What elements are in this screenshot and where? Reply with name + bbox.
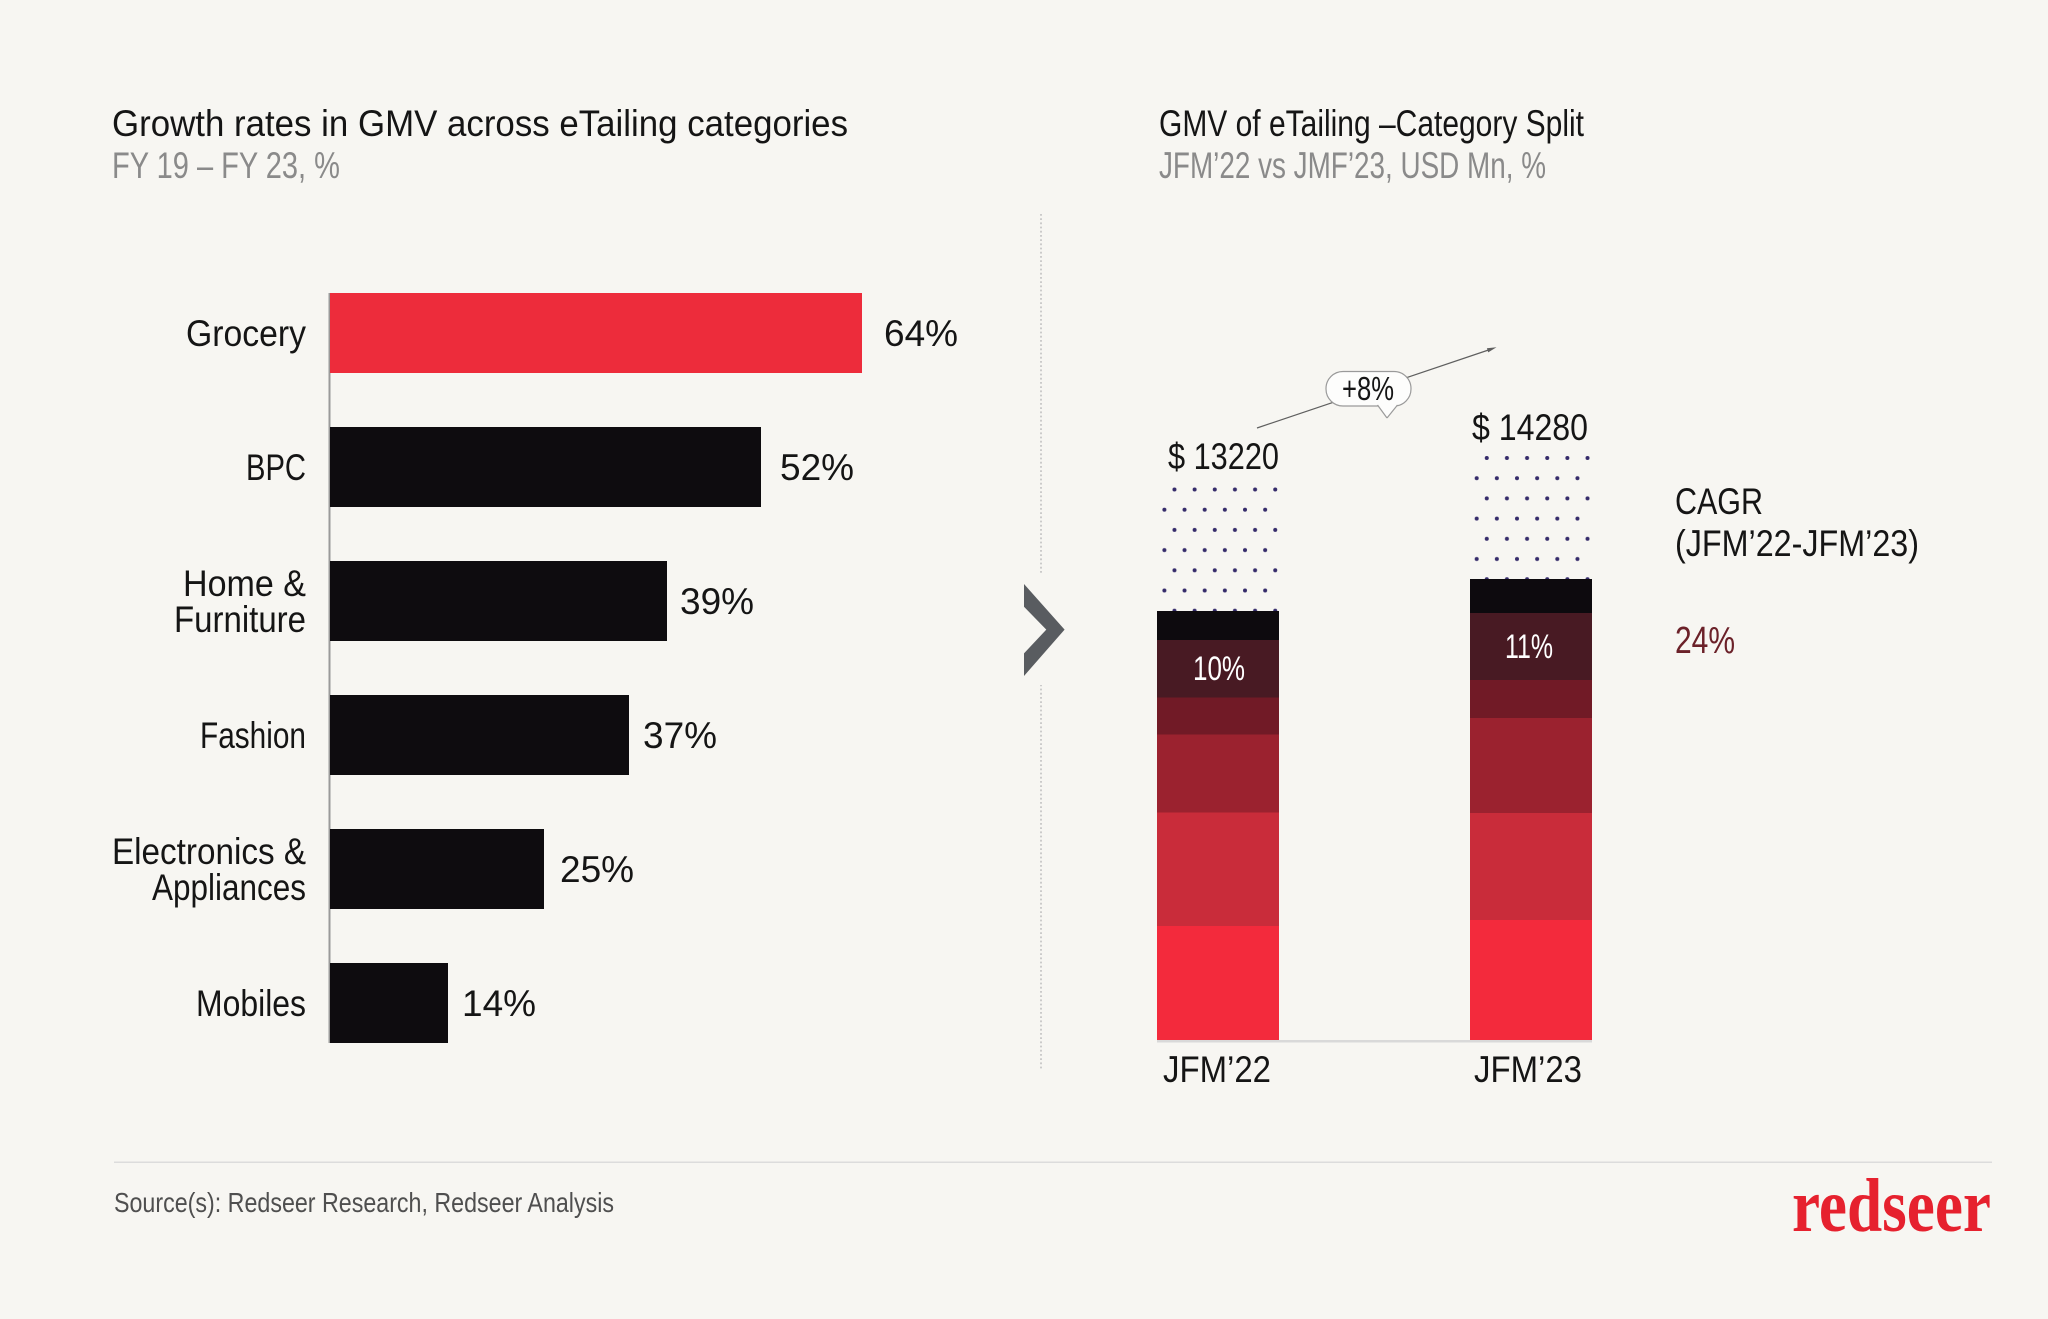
svg-text:FY 19 – FY 23, %: FY 19 – FY 23, % bbox=[112, 145, 340, 186]
svg-text:BPC: BPC bbox=[246, 447, 306, 488]
svg-text:37%: 37% bbox=[643, 715, 717, 756]
svg-text:39%: 39% bbox=[680, 581, 754, 622]
svg-text:24%: 24% bbox=[1675, 620, 1735, 662]
svg-text:CAGR: CAGR bbox=[1675, 481, 1763, 522]
svg-text:Fashion: Fashion bbox=[200, 715, 306, 756]
svg-text:Mobiles: Mobiles bbox=[196, 983, 306, 1024]
svg-text:Appliances: Appliances bbox=[152, 867, 306, 908]
svg-text:redseer: redseer bbox=[1792, 1164, 1991, 1248]
svg-text:GMV of eTailing –Category Spli: GMV of eTailing –Category Split bbox=[1159, 103, 1585, 144]
svg-text:Electronics &: Electronics & bbox=[112, 831, 306, 872]
svg-text:52%: 52% bbox=[780, 447, 854, 488]
svg-text:Source(s): Redseer Research, R: Source(s): Redseer Research, Redseer Ana… bbox=[114, 1187, 614, 1218]
svg-text:Furniture: Furniture bbox=[174, 599, 306, 640]
svg-text:64%: 64% bbox=[884, 313, 958, 354]
svg-text:11%: 11% bbox=[1505, 628, 1553, 666]
svg-text:+8%: +8% bbox=[1342, 370, 1394, 407]
svg-text:$ 14280: $ 14280 bbox=[1472, 407, 1588, 448]
svg-text:Grocery: Grocery bbox=[186, 313, 306, 354]
svg-text:Home &: Home & bbox=[183, 563, 306, 604]
svg-text:$ 13220: $ 13220 bbox=[1168, 436, 1279, 477]
svg-text:Growth rates in GMV across eTa: Growth rates in GMV across eTailing cate… bbox=[112, 103, 848, 144]
svg-text:JFM’22: JFM’22 bbox=[1163, 1049, 1271, 1090]
svg-text:10%: 10% bbox=[1193, 650, 1245, 688]
svg-text:(JFM’22-JFM’23): (JFM’22-JFM’23) bbox=[1675, 523, 1919, 564]
svg-text:JFM’22 vs JMF’23, USD Mn, %: JFM’22 vs JMF’23, USD Mn, % bbox=[1159, 145, 1546, 186]
svg-text:JFM’23: JFM’23 bbox=[1474, 1049, 1582, 1090]
svg-text:25%: 25% bbox=[560, 849, 634, 890]
svg-text:14%: 14% bbox=[462, 983, 536, 1024]
